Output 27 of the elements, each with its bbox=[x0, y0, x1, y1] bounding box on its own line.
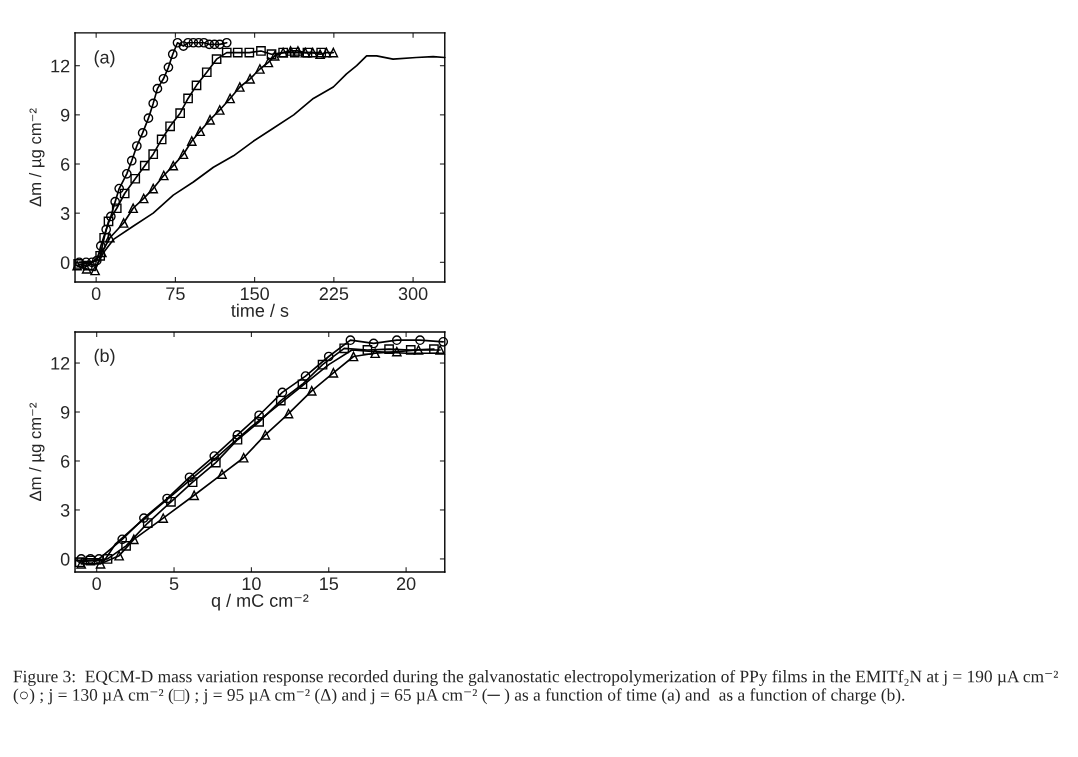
x-tick-label: 10 bbox=[242, 577, 261, 591]
y-tick-label: 9 bbox=[60, 405, 70, 419]
x-tick-label: 20 bbox=[396, 577, 416, 591]
y-tick-label: 3 bbox=[60, 207, 70, 220]
x-tick-label: 75 bbox=[166, 287, 185, 301]
y-tick-label: 12 bbox=[51, 356, 70, 370]
x-tick-label: 150 bbox=[240, 287, 269, 301]
x-tick-label: 225 bbox=[319, 287, 349, 301]
y-tick-label: 0 bbox=[60, 552, 70, 566]
y-tick-label: 0 bbox=[60, 256, 70, 270]
x-tick-label: 15 bbox=[320, 577, 339, 591]
x-tick-label: 5 bbox=[169, 577, 179, 591]
y-tick-label: 12 bbox=[51, 59, 70, 73]
x-axis-title: q / mC cm⁻² bbox=[211, 593, 309, 611]
x-tick-label: 0 bbox=[92, 577, 101, 591]
y-tick-label: 6 bbox=[61, 454, 70, 468]
annotation: (b) bbox=[94, 348, 115, 366]
y-axis-title: Δm / µg cm⁻² bbox=[28, 402, 45, 501]
y-axis-title: Δm / µg cm⁻² bbox=[28, 108, 45, 207]
y-tick-label: 9 bbox=[60, 108, 70, 122]
caption: Figure 3: EQCM-D mass variation response recorded during the galvanostatic electropolymerization of PPy films in the EMITf₂N at j = 190 µA cm⁻² (○) ; j = 130 µA cm⁻² (□) ; j = 95 µA cm⁻² (Δ) and j = 65 µA cm⁻² (─ ) as a function of time (a) and as a function of charge (b). bbox=[13, 669, 1059, 705]
y-tick-label: 3 bbox=[60, 503, 70, 517]
x-tick-label: 0 bbox=[91, 287, 101, 301]
x-axis-title: time / s bbox=[231, 303, 289, 317]
y-tick-label: 6 bbox=[61, 157, 70, 171]
annotation: (a) bbox=[94, 50, 115, 68]
x-tick-label: 300 bbox=[398, 287, 428, 301]
